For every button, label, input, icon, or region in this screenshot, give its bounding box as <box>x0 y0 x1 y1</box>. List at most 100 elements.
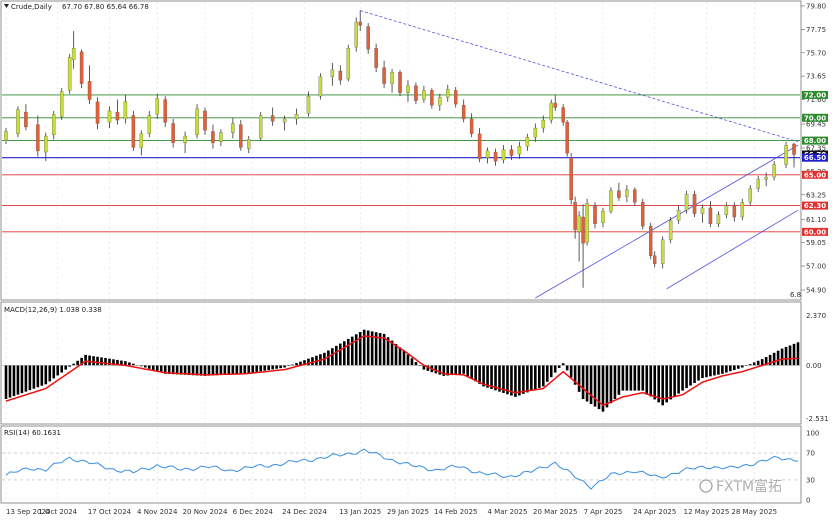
price-y-tick-label: 73.65 <box>806 73 826 81</box>
macd-histogram-bar <box>60 365 64 373</box>
macd-histogram-bar <box>116 359 119 366</box>
macd-histogram-bar <box>100 357 103 366</box>
candle-bearish <box>453 90 458 105</box>
candle-bullish <box>625 189 629 197</box>
macd-histogram-bar <box>354 334 358 366</box>
candle-bearish <box>692 194 697 214</box>
macd-histogram-bar <box>350 336 354 366</box>
macd-histogram-bar <box>112 359 115 366</box>
x-tick-label: 1 Oct 2024 <box>38 508 77 516</box>
macd-histogram-bar <box>68 365 71 367</box>
macd-histogram-bar <box>223 365 227 375</box>
macd-histogram-bar <box>378 333 382 366</box>
macd-histogram-bar <box>609 365 613 404</box>
symbol-label[interactable]: Crude,Daily <box>11 3 52 11</box>
macd-histogram-bar <box>545 365 549 382</box>
macd-histogram-bar <box>446 365 450 376</box>
candle-bullish <box>525 137 530 147</box>
candle-bullish <box>67 57 72 91</box>
macd-histogram-bar <box>561 363 565 366</box>
macd-histogram-bar <box>80 357 83 366</box>
macd-histogram-bar <box>108 358 111 366</box>
symbol-dropdown-triangle-icon[interactable] <box>4 4 9 8</box>
candle-bearish <box>641 202 645 227</box>
macd-histogram-bar <box>219 365 223 376</box>
macd-histogram-bar <box>163 365 167 374</box>
macd-histogram-bar <box>589 365 593 405</box>
fxtm-logo-icon <box>699 479 713 493</box>
macd-histogram-bar <box>207 365 211 376</box>
macd-histogram-bar <box>414 362 418 366</box>
macd-histogram-bar <box>140 365 143 367</box>
price-y-tick-label: 57.00 <box>806 263 826 271</box>
macd-histogram-bar <box>613 365 617 399</box>
macd-histogram-bar <box>565 365 569 371</box>
macd-histogram-bar <box>645 365 649 394</box>
macd-histogram-bar <box>295 363 298 366</box>
candle-bearish <box>461 105 466 120</box>
candle-bullish <box>541 119 546 129</box>
macd-histogram-bar <box>339 343 342 366</box>
macd-histogram-bar <box>677 365 680 394</box>
macd-histogram-bar <box>235 365 239 375</box>
macd-histogram-bar <box>792 343 796 366</box>
macd-histogram-bar <box>243 365 247 374</box>
level-tag-support <box>802 170 828 179</box>
macd-histogram-bar <box>36 365 40 388</box>
macd-histogram-bar <box>175 365 179 375</box>
macd-histogram-bar <box>721 365 724 374</box>
macd-histogram-bar <box>780 348 784 366</box>
macd-histogram-bar <box>259 365 263 372</box>
macd-histogram-bar <box>104 358 107 366</box>
candle-bullish <box>446 89 450 98</box>
macd-histogram-bar <box>271 365 274 370</box>
candle-bearish <box>338 70 343 81</box>
macd-histogram-bar <box>597 365 601 410</box>
macd-histogram-bar <box>291 364 294 366</box>
level-tag-support <box>802 201 828 210</box>
x-tick-label: 4 Mar 2025 <box>487 508 527 516</box>
macd-histogram-bar <box>756 360 760 366</box>
price-y-tick-label: 77.75 <box>806 26 826 34</box>
macd-histogram-bar <box>538 365 541 388</box>
candle-bullish <box>294 114 299 120</box>
macd-histogram-bar <box>737 365 740 369</box>
macd-histogram-bar <box>128 362 131 366</box>
candle-bearish <box>732 205 737 218</box>
x-tick-label: 14 Feb 2025 <box>434 508 478 516</box>
candle-bearish <box>430 90 434 106</box>
candle-bearish <box>171 123 175 144</box>
level-tag-label: 60.00 <box>804 228 826 236</box>
rsi-y-tick-label: 0 <box>806 497 810 505</box>
macd-histogram-bar <box>275 365 278 369</box>
macd-histogram-bar <box>394 343 398 366</box>
macd-histogram-bar <box>231 365 235 375</box>
macd-histogram-bar <box>20 365 24 394</box>
candle-bullish <box>684 194 689 211</box>
macd-histogram-bar <box>641 365 645 391</box>
macd-histogram-bar <box>155 365 159 372</box>
candle-bearish <box>617 190 621 198</box>
macd-histogram-bar <box>28 365 32 391</box>
macd-histogram-bar <box>410 358 414 366</box>
candle-bullish <box>147 115 152 134</box>
macd-histogram-bar <box>661 365 664 406</box>
macd-histogram-bar <box>374 332 378 366</box>
macd-histogram-bar <box>124 361 127 366</box>
candle-bullish <box>231 123 235 133</box>
price-pane-frame <box>0 0 802 301</box>
macd-histogram-bar <box>283 365 286 368</box>
candle-bearish <box>115 111 120 121</box>
candle-bullish <box>59 91 64 117</box>
candle-bullish <box>71 48 76 60</box>
candle-bearish <box>358 21 362 26</box>
macd-histogram-bar <box>143 365 147 368</box>
price-y-tick-label: 79.80 <box>806 3 826 11</box>
candle-bullish <box>668 220 673 240</box>
candle-bullish <box>772 164 776 178</box>
price-y-tick-label: 71.60 <box>806 96 826 104</box>
level-tag-resistance <box>802 113 828 122</box>
candle-bearish <box>652 255 657 264</box>
macd-histogram-bar <box>187 365 191 376</box>
